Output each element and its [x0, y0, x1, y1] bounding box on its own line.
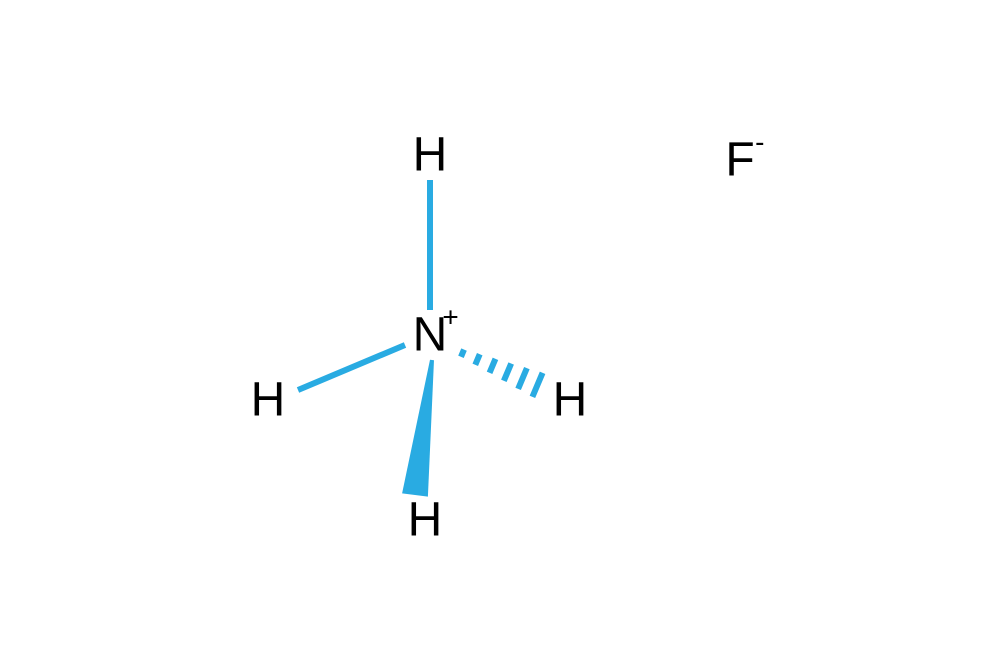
- hash-bond-segment: [475, 354, 479, 365]
- hash-bond-segment: [461, 350, 464, 357]
- atom-h_left: H: [251, 373, 286, 428]
- atom-h_right: H: [553, 373, 588, 428]
- hash-bond-segment: [518, 368, 527, 389]
- charge-label: -: [755, 127, 764, 159]
- wedge-bond: [402, 360, 434, 497]
- atom-label: F: [725, 134, 754, 187]
- hash-bond-segment: [490, 359, 496, 373]
- atom-h_top: H: [413, 128, 448, 183]
- atom-label: H: [408, 494, 443, 547]
- atom-h_bottom: H: [408, 493, 443, 548]
- charge-label: +: [442, 302, 458, 334]
- atom-label: H: [553, 374, 588, 427]
- atom-center: N+: [413, 308, 448, 363]
- atom-fluoride: F-: [725, 133, 754, 188]
- hash-bond-segment: [532, 373, 542, 397]
- single-bond: [298, 345, 405, 390]
- hash-bond-segment: [504, 363, 511, 380]
- molecule-diagram: [0, 0, 1000, 667]
- atom-label: H: [251, 374, 286, 427]
- atom-label: H: [413, 129, 448, 182]
